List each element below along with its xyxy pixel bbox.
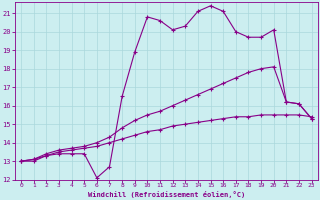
X-axis label: Windchill (Refroidissement éolien,°C): Windchill (Refroidissement éolien,°C) bbox=[88, 191, 245, 198]
